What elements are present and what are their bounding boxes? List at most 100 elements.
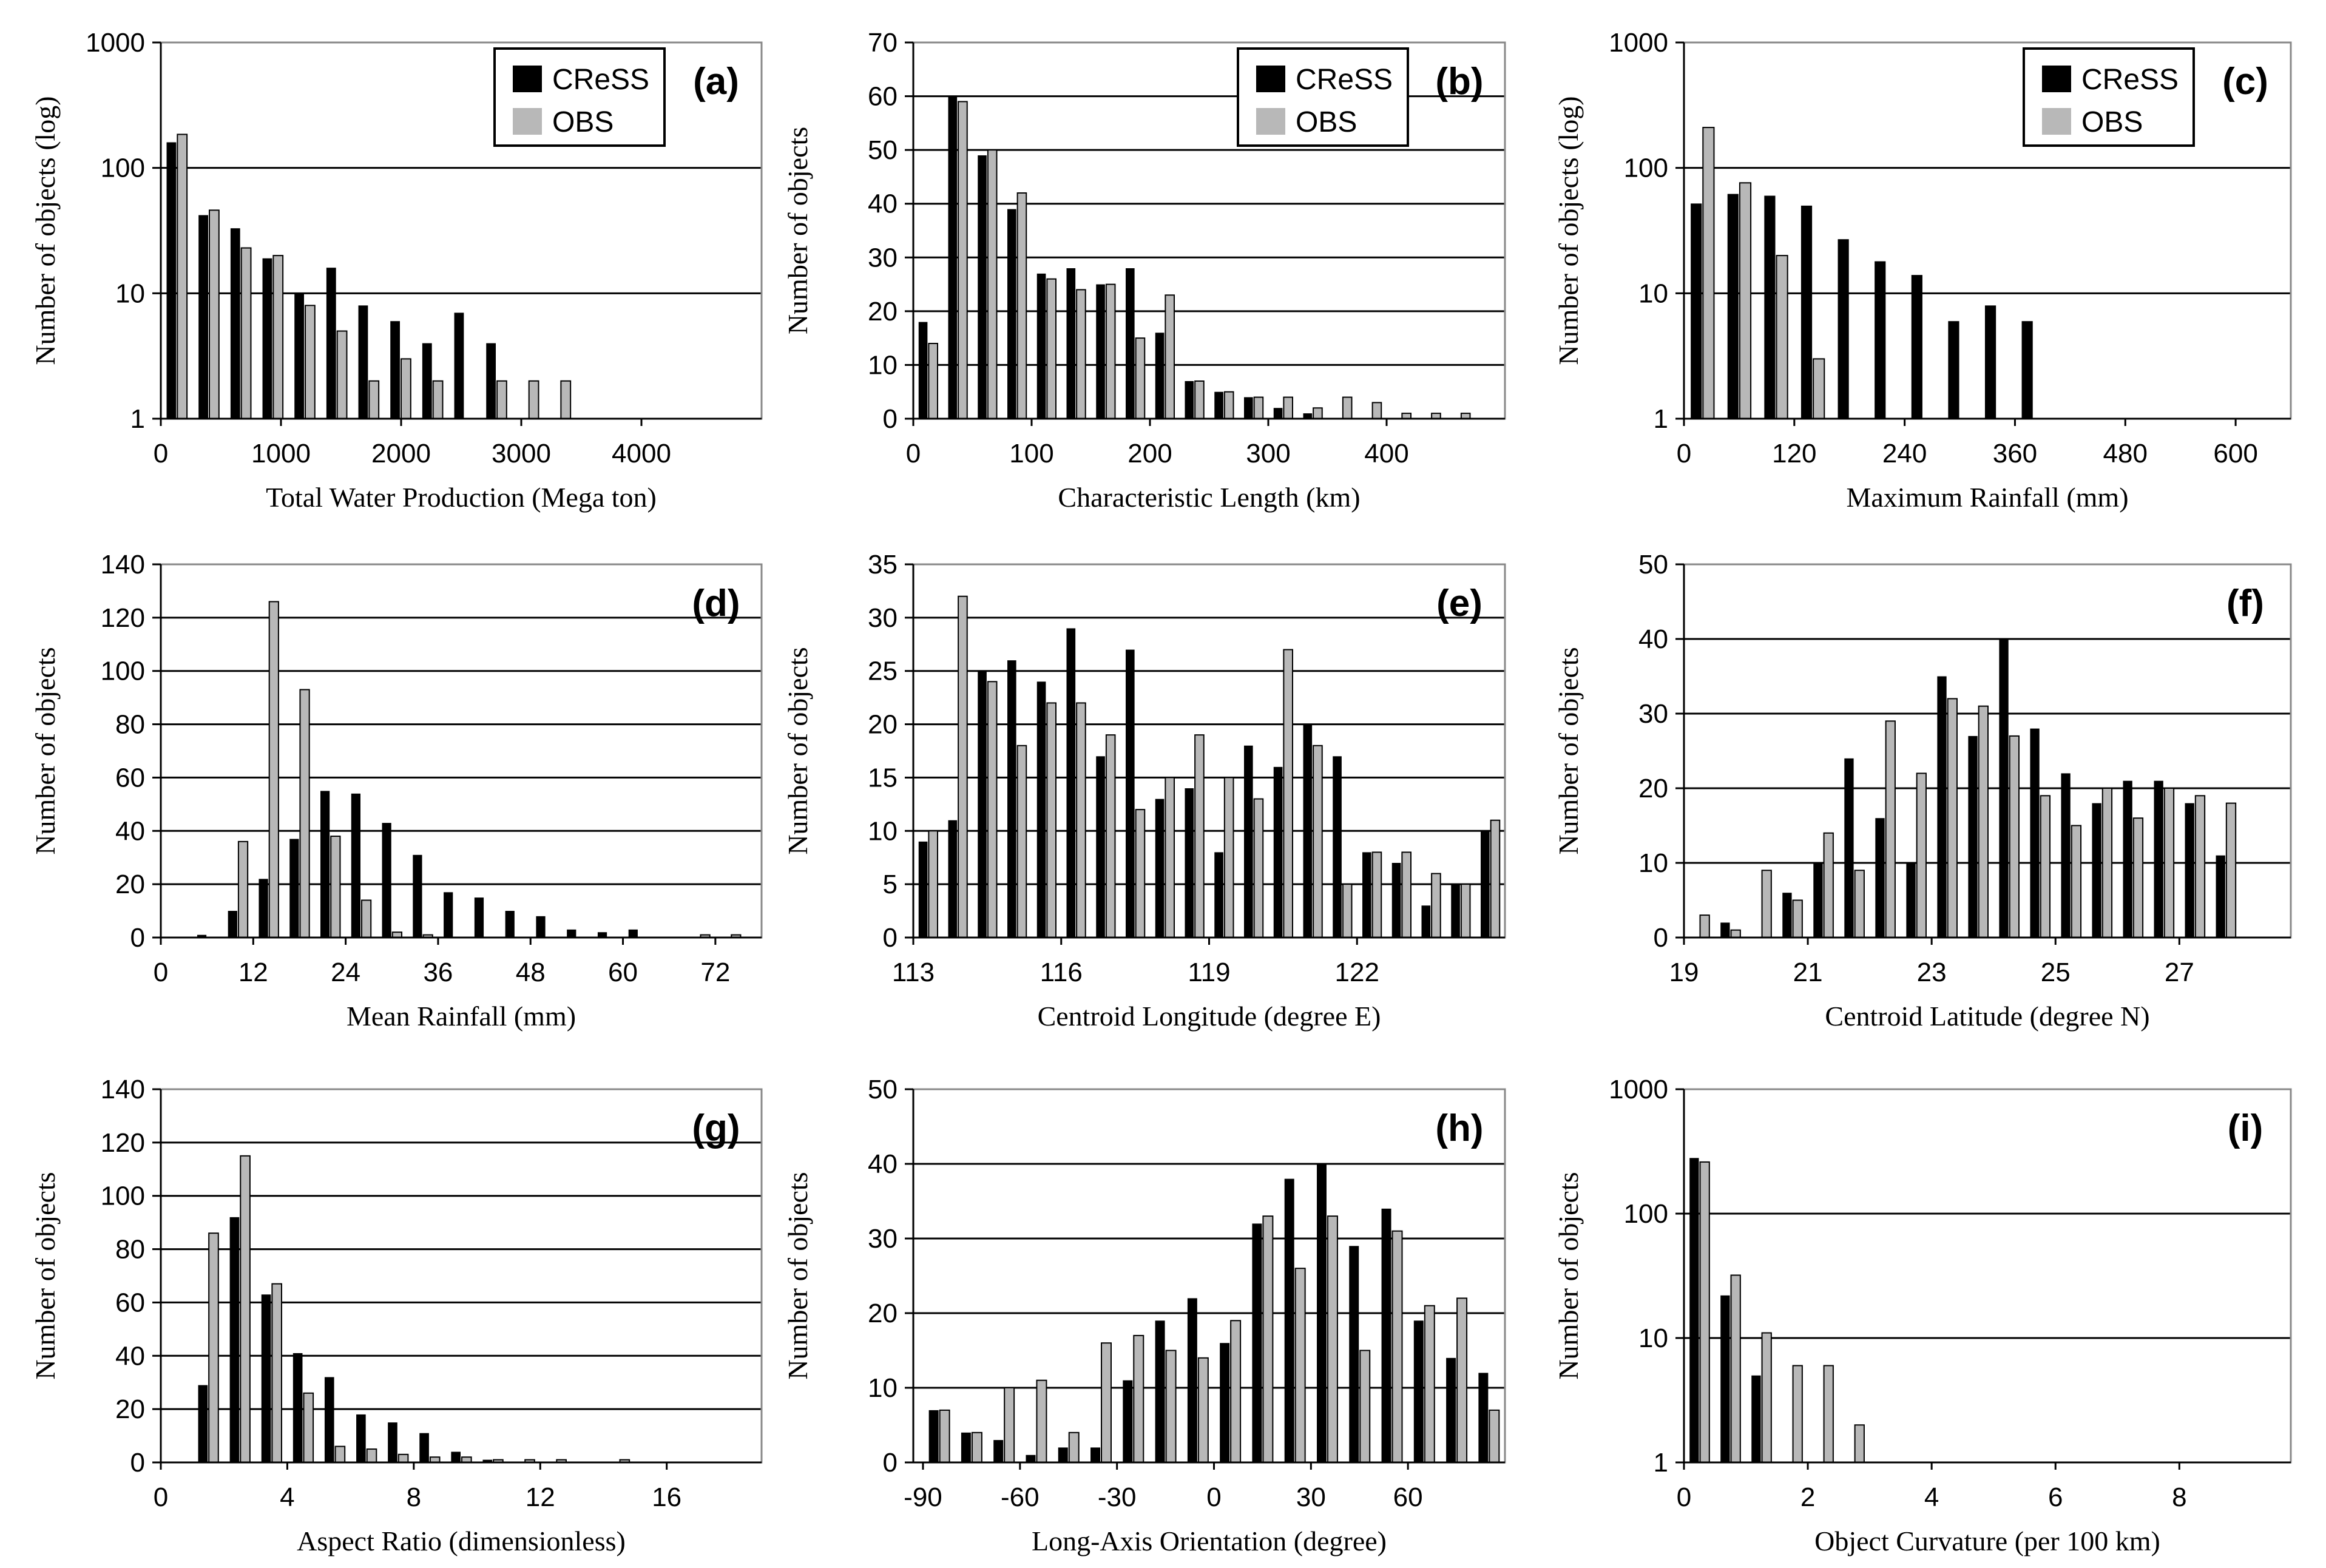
y-tick-label: 100 [1624,1199,1668,1229]
bar-cress [388,1422,397,1462]
bar-obs [939,1409,950,1463]
bar-cress [597,932,607,938]
bar-obs [1046,278,1057,420]
legend-label-obs: OBS [552,106,614,138]
bar-obs [2101,788,2113,938]
plot-frame [1683,1088,2292,1464]
x-tick-label: 60 [608,958,638,987]
bar-cress [1875,261,1886,419]
panel-label: (e) [1436,583,1482,624]
bar-cress [1906,863,1916,938]
bar-cress [1066,268,1076,419]
bar-obs [1105,734,1116,938]
legend-swatch-obs [513,108,542,135]
bar-cress [351,793,360,938]
y-tick-label: 0 [130,1448,145,1478]
x-tick-label: 8 [2172,1482,2186,1512]
bar-obs [177,133,188,419]
bar-obs [237,840,249,939]
bar-obs [987,681,998,939]
x-axis-label: Centroid Latitude (degree N) [1825,1001,2149,1032]
y-tick-label: 50 [868,135,898,165]
bar-cress [993,1440,1004,1462]
bar-obs [1371,851,1382,939]
x-tick-label: 2 [1800,1482,1815,1512]
bar-obs [208,1232,219,1463]
bar-cress [1446,1357,1456,1462]
bar-cress [1813,863,1823,938]
bar-cress [1948,321,1959,419]
panel-c: 1 10 100 1000 0 120 240 360 480 600 Maximum Rainfa… [1553,28,2292,513]
bar-obs [2132,817,2144,938]
bar-cress [198,215,209,419]
y-tick-label: 100 [101,154,145,183]
x-tick-label: 600 [2213,439,2257,468]
bar-cress [413,854,422,938]
y-tick-label: 60 [115,1288,145,1317]
bar-obs [1076,702,1086,939]
bar-cress [1333,756,1342,938]
x-tick-label: 0 [1206,1482,1221,1512]
bar-cress [356,1414,366,1462]
bar-cress [228,911,237,938]
x-tick-label: 113 [892,958,935,987]
y-tick-label: 20 [868,710,898,740]
bar-obs [305,305,316,419]
x-tick-label: 12 [238,958,268,987]
bar-cress [628,929,638,938]
bar-cress [1875,818,1885,938]
x-axis-label: Object Curvature (per 100 km) [1814,1526,2160,1556]
y-tick-label: 1000 [86,28,145,58]
bar-obs [366,1448,377,1463]
legend-swatch-obs [2042,108,2071,135]
bar-cress [1381,1208,1391,1462]
bar-cress [1303,724,1313,938]
bar-cress [1244,397,1253,419]
bar-cress [1155,333,1165,419]
bar-obs [958,595,968,938]
bar-cress [948,820,958,938]
bar-cress [918,322,928,419]
bar-obs [1262,1215,1274,1463]
bar-obs [1699,914,1710,938]
x-tick-label: 0 [154,439,168,468]
bar-cress [1800,205,1813,419]
x-tick-label: 30 [1296,1482,1326,1512]
panel-label: (d) [692,583,740,624]
y-axis-label: Number of objects [1553,647,1584,854]
bar-cress [1984,305,1996,419]
bar-obs [271,1283,282,1463]
bar-cress [1413,1320,1424,1462]
bar-obs [560,380,572,419]
panel-label: (i) [2228,1107,2263,1149]
y-tick-label: 20 [1638,774,1668,803]
bar-cress [1751,1375,1761,1462]
y-axis-label: Number of objects [782,127,813,334]
x-axis-label: Mean Rainfall (mm) [347,1001,576,1032]
y-tick-label: 30 [868,603,898,633]
y-tick-label: 35 [868,550,898,580]
x-tick-label: 27 [2165,958,2194,987]
bar-cress [1720,922,1730,938]
y-tick-label: 140 [101,550,145,580]
plot-frame [160,563,763,939]
bar-obs [1283,649,1293,938]
bar-obs [1313,407,1323,419]
bar-obs [240,1155,251,1463]
bar-cress [2061,773,2071,938]
bar-cress [948,96,958,419]
bar-cress [1090,1447,1101,1462]
bar-cress [1273,766,1283,938]
bar-obs [1313,745,1323,938]
bar-obs [330,836,341,938]
x-tick-label: 72 [700,958,730,987]
bar-cress [1720,1295,1730,1462]
y-tick-label: 0 [883,1448,898,1478]
bar-obs [1135,809,1146,938]
bar-cress [324,1377,334,1462]
legend-label-cress: CReSS [552,64,649,96]
bar-cress [294,293,305,419]
y-tick-label: 30 [868,1224,898,1254]
